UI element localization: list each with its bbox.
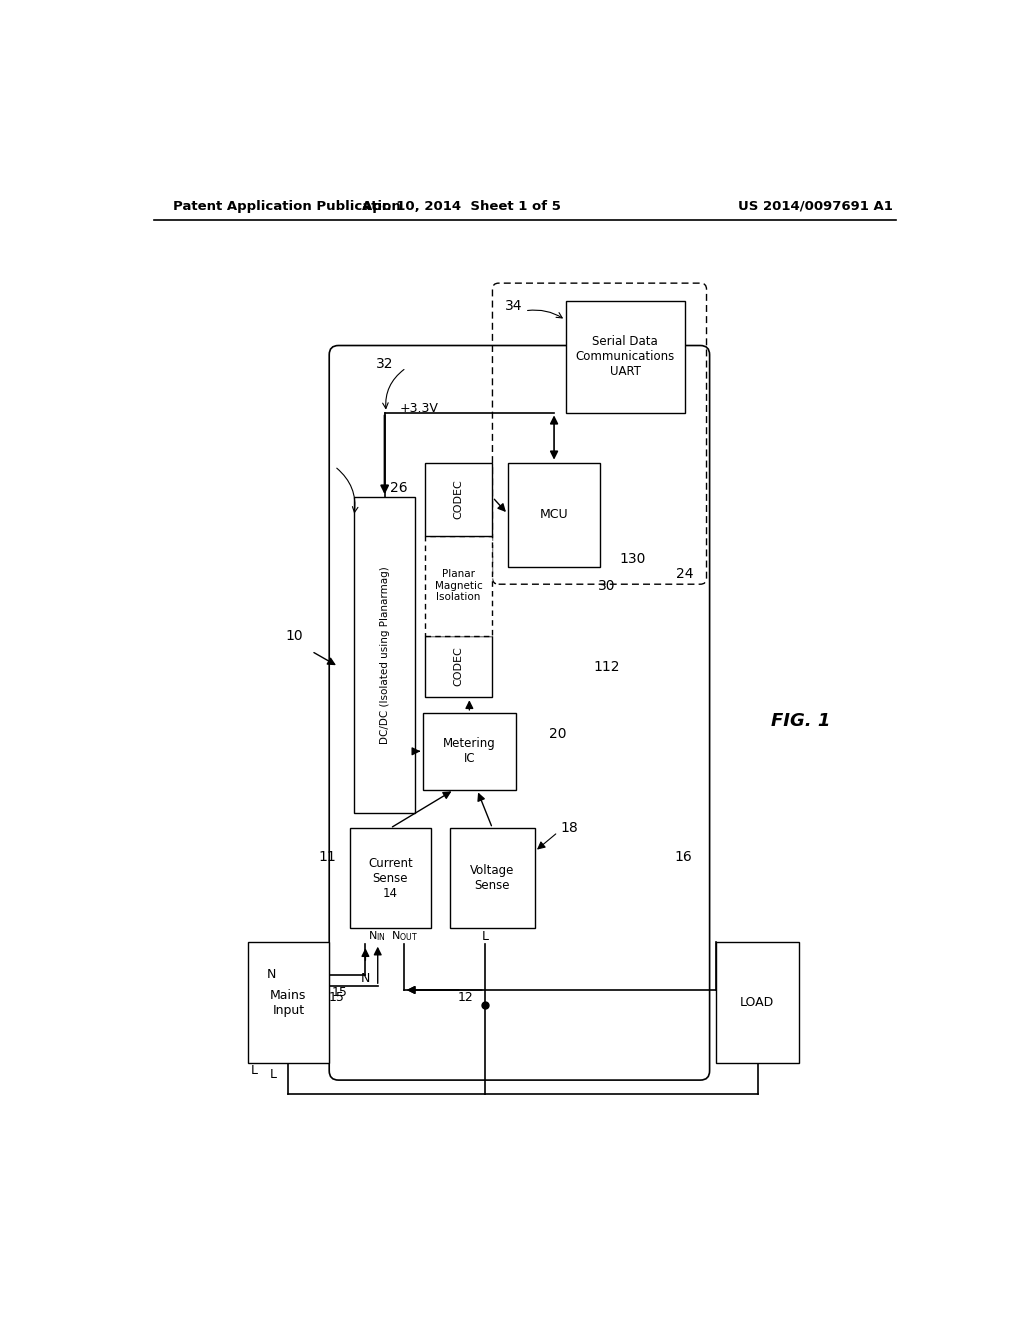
Text: N: N [360,972,370,985]
Text: Voltage
Sense: Voltage Sense [470,865,515,892]
Text: N$_{\mathsf{OUT}}$: N$_{\mathsf{OUT}}$ [390,929,418,942]
Text: L: L [481,929,488,942]
Text: 15: 15 [332,986,348,999]
Text: 16: 16 [675,850,692,863]
Text: 30: 30 [598,578,615,593]
Text: 11: 11 [318,850,337,863]
Bar [425,636,493,697]
Bar [425,536,493,636]
FancyBboxPatch shape [330,346,710,1080]
Bar [716,942,799,1063]
Bar [565,301,685,412]
Text: 12: 12 [458,991,473,1005]
Text: DC/DC (Isolated using Planarmag): DC/DC (Isolated using Planarmag) [380,566,390,744]
Bar [354,498,416,813]
Text: 32: 32 [376,356,393,371]
Text: 10: 10 [285,628,303,643]
Bar [248,942,330,1063]
Text: Planar
Magnetic
Isolation: Planar Magnetic Isolation [435,569,482,602]
Text: +3.3V: +3.3V [400,403,438,416]
Text: L: L [250,1064,257,1077]
Text: 26: 26 [390,480,408,495]
Text: FIG. 1: FIG. 1 [771,711,830,730]
Text: 24: 24 [676,568,693,581]
Text: 34: 34 [505,300,523,313]
Text: 18: 18 [560,821,579,836]
Text: Mains
Input: Mains Input [270,989,306,1016]
Bar [508,462,600,566]
Text: CODEC: CODEC [454,479,464,519]
Text: MCU: MCU [540,508,568,521]
Text: 20: 20 [549,727,566,742]
Bar [423,713,515,789]
Text: 15: 15 [329,991,345,1005]
Bar [425,462,493,536]
Text: Current
Sense
14: Current Sense 14 [368,857,413,900]
Text: US 2014/0097691 A1: US 2014/0097691 A1 [738,199,893,213]
Text: Patent Application Publication: Patent Application Publication [173,199,400,213]
Text: 130: 130 [620,552,646,566]
Text: N$_{\mathsf{IN}}$: N$_{\mathsf{IN}}$ [368,929,386,942]
Text: L: L [269,1068,276,1081]
Text: CODEC: CODEC [454,647,464,686]
Text: LOAD: LOAD [740,997,774,1010]
Text: 112: 112 [593,660,620,673]
Text: Apr. 10, 2014  Sheet 1 of 5: Apr. 10, 2014 Sheet 1 of 5 [362,199,561,213]
Text: Metering
IC: Metering IC [443,738,496,766]
Text: Serial Data
Communications
UART: Serial Data Communications UART [575,335,675,378]
Bar [451,829,535,928]
Bar [350,829,431,928]
Text: N: N [267,968,276,981]
